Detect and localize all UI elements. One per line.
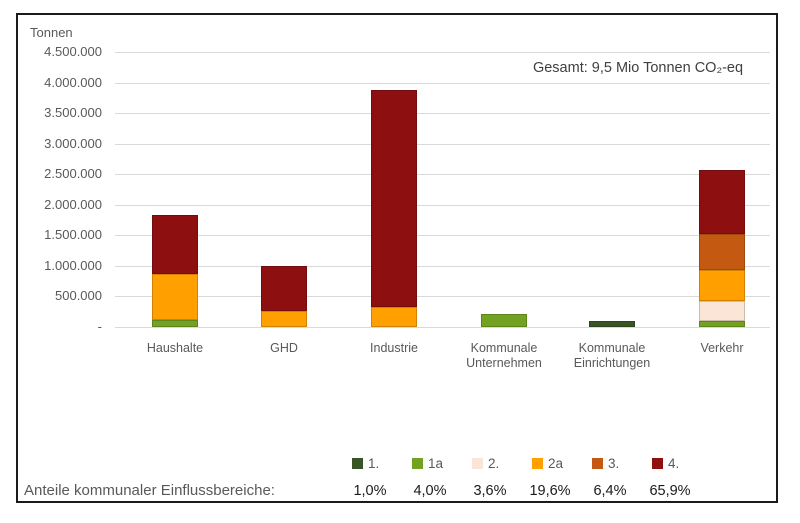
y-axis-tick-label: - <box>97 319 102 334</box>
bar-segment-1a-5 <box>699 321 745 327</box>
share-percentage-3: 6,4% <box>593 483 627 499</box>
x-axis-label-0: Haushalte <box>146 341 204 355</box>
bar-segment-1a-0 <box>152 320 198 327</box>
gridline <box>115 296 770 298</box>
y-axis-tick-label: 4.000.000 <box>44 74 102 90</box>
gridline <box>115 265 770 267</box>
legend-label: 1. <box>368 455 380 471</box>
gridline <box>115 204 770 206</box>
gridline <box>115 174 770 176</box>
gridline <box>115 52 770 53</box>
bar-segment-2a-0 <box>152 274 198 321</box>
y-axis-tick-label: 2.500.000 <box>44 166 102 182</box>
legend-swatch-icon <box>472 457 483 469</box>
bar-segment-3-5 <box>699 234 745 271</box>
y-axis-tick-label: 4.500.000 <box>44 44 102 59</box>
bar-segment-4-5 <box>699 170 745 235</box>
chart-figure: Tonnen Gesamt: 9,5 Mio Tonnen CO₂-eq 4.5… <box>16 13 778 503</box>
y-axis-tick-label: 1.500.000 <box>44 227 102 243</box>
legend-swatch-icon <box>652 457 663 469</box>
y-axis-tick-label: 2.000.000 <box>44 196 102 212</box>
bar-segment-2a-1 <box>261 311 307 327</box>
legend-swatch-icon <box>592 457 603 469</box>
legend-item-2a: 2a <box>532 455 564 471</box>
legend-label: 2a <box>548 455 564 471</box>
x-axis-label-5: Verkehr <box>700 341 744 355</box>
gridline <box>115 113 770 115</box>
bar-segment-1a-3 <box>481 314 527 327</box>
bar-segment-4-1 <box>261 265 307 312</box>
bar-segment-1-4 <box>589 321 635 327</box>
bar-segment-4-2 <box>371 89 417 308</box>
gridline <box>115 327 770 328</box>
legend-label: 4. <box>668 455 680 471</box>
y-axis-title: Tonnen <box>30 25 73 40</box>
share-percentage-1a: 4,0% <box>413 483 447 499</box>
y-axis-tick-label: 500.000 <box>55 288 102 304</box>
share-percentage-1: 1,0% <box>353 483 387 499</box>
y-axis-tick-label: 3.000.000 <box>44 135 102 151</box>
bar-segment-2a-5 <box>699 270 745 302</box>
gridline <box>115 235 770 237</box>
y-axis-tick-label: 3.500.000 <box>44 105 102 121</box>
footer-label: Anteile kommunaler Einflussbereiche: <box>24 482 275 499</box>
legend-label: 3. <box>608 455 620 471</box>
share-percentage-2: 3,6% <box>473 483 507 499</box>
legend-label: 1a <box>428 455 444 471</box>
x-axis-label-1: GHD <box>270 341 298 355</box>
legend-swatch-icon <box>412 457 423 469</box>
legend-label: 2. <box>488 455 500 471</box>
y-axis-tick-label: 1.000.000 <box>44 257 102 273</box>
legend-item-1a: 1a <box>412 455 444 471</box>
legend-swatch-icon <box>532 457 543 469</box>
bar-segment-4-0 <box>152 214 198 275</box>
bar-segment-2-5 <box>699 301 745 322</box>
share-percentage-2a: 19,6% <box>529 483 571 499</box>
x-axis-label-2: Industrie <box>370 341 418 355</box>
total-annotation: Gesamt: 9,5 Mio Tonnen CO₂-eq <box>532 60 744 76</box>
bar-segment-2a-2 <box>371 307 417 327</box>
legend-item-3: 3. <box>592 455 620 471</box>
gridline <box>115 82 770 84</box>
legend-item-4: 4. <box>652 455 680 471</box>
x-axis-label-3: Kommunale Unternehmen <box>466 341 542 370</box>
gridline <box>115 143 770 145</box>
legend-item-1: 1. <box>352 455 380 471</box>
x-axis-label-4: Kommunale Einrichtungen <box>573 341 651 370</box>
plot-area <box>115 52 770 328</box>
share-percentage-4: 65,9% <box>649 483 691 499</box>
legend-item-2: 2. <box>472 455 500 471</box>
legend-swatch-icon <box>352 457 363 469</box>
